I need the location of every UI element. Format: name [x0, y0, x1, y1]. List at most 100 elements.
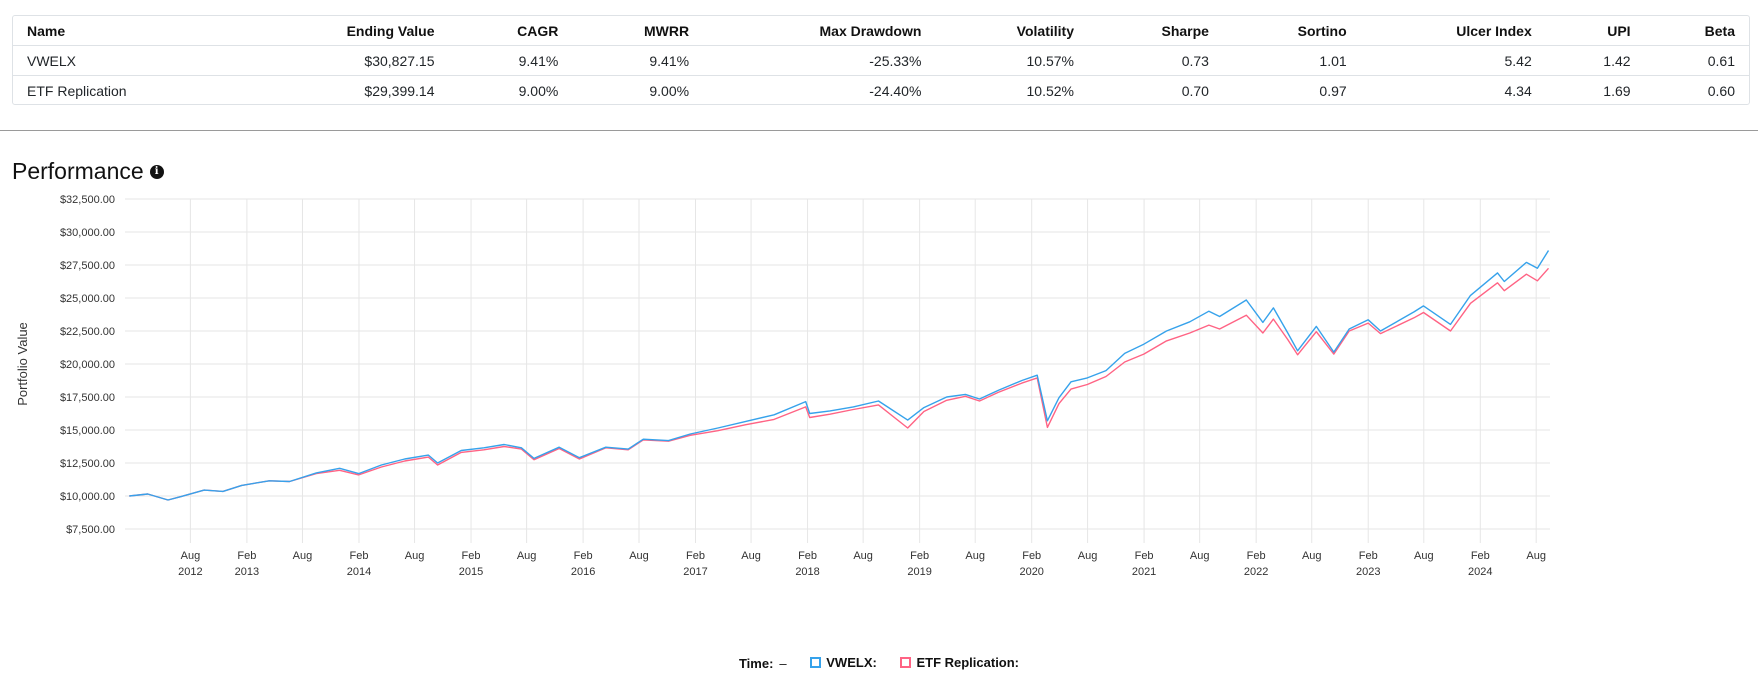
y-tick-label: $22,500.00 [60, 326, 115, 338]
col-header-name[interactable]: Name [13, 16, 242, 46]
x-tick-label: Feb [798, 550, 817, 562]
stats-header-row: Name Ending Value CAGR MWRR Max Drawdown… [13, 16, 1749, 46]
performance-chart[interactable]: $7,500.00 $10,000.00 $12,500.00 $15,000.00 $… [0, 195, 1758, 650]
x-tick-year-label: 2020 [1019, 566, 1043, 578]
cell-upi: 1.42 [1545, 45, 1645, 76]
cell-beta: 0.61 [1644, 45, 1749, 76]
x-tick-label: Aug [1190, 550, 1210, 562]
cell-cagr: 9.41% [448, 45, 573, 76]
y-tick-label: $20,000.00 [60, 359, 115, 371]
x-tick-label: Aug [1414, 550, 1434, 562]
x-tick-year-label: 2019 [907, 566, 931, 578]
cell-sharpe: 0.70 [1181, 82, 1209, 99]
cell-ulcer-index: 5.42 [1360, 45, 1546, 76]
x-tick-label: Feb [1471, 550, 1490, 562]
legend-swatch-etf-replication [900, 657, 912, 668]
x-tick-label: Aug [741, 550, 761, 562]
col-header-max-drawdown[interactable]: Max Drawdown [703, 16, 936, 46]
x-tick-year-label: 2022 [1244, 566, 1268, 578]
x-tick-year-label: 2014 [347, 566, 371, 578]
col-header-ending-value[interactable]: Ending Value [241, 16, 449, 46]
x-tick-year-label: 2018 [795, 566, 819, 578]
x-tick-label: Aug [405, 550, 425, 562]
info-circle-icon[interactable]: i [149, 164, 164, 179]
cell-mwrr: 9.41% [572, 45, 704, 76]
performance-heading: Performance i [12, 158, 164, 185]
cell-ending-value: $29,399.14 [364, 82, 435, 99]
table-row: VWELX $30,827.15 9.41% 9.41% -25.33% 10.… [13, 45, 1749, 76]
x-tick-year-label: 2017 [683, 566, 707, 578]
x-tick-year-label: 2024 [1468, 566, 1492, 578]
cell-max-drawdown: -25.33% [703, 45, 936, 76]
col-header-beta[interactable]: Beta [1644, 16, 1749, 46]
x-tick-label: Feb [1135, 550, 1154, 562]
col-header-cagr[interactable]: CAGR [448, 16, 573, 46]
cell-name: VWELX [13, 45, 242, 76]
legend-time-value: – [779, 656, 787, 671]
x-tick-year-label: 2012 [178, 566, 202, 578]
x-tick-label: Feb [237, 550, 256, 562]
cell-sortino: 1.01 [1222, 45, 1361, 76]
cell-volatility: 10.52% [1026, 82, 1074, 99]
x-tick-label: Aug [853, 550, 873, 562]
x-tick-year-label: 2023 [1356, 566, 1380, 578]
y-tick-label: $17,500.00 [60, 392, 115, 404]
cell-upi: 1.69 [1603, 82, 1631, 99]
col-header-sortino[interactable]: Sortino [1222, 16, 1361, 46]
x-tick-label: Feb [910, 550, 929, 562]
x-tick-label: Feb [686, 550, 705, 562]
legend-time-label: Time: [738, 656, 774, 671]
x-tick-label: Aug [517, 550, 537, 562]
x-tick-year-label: 2016 [571, 566, 595, 578]
col-header-sharpe[interactable]: Sharpe [1087, 16, 1223, 46]
x-tick-label: Aug [1526, 550, 1546, 562]
cell-beta: 0.60 [1707, 82, 1735, 99]
cell-ulcer-index: 4.34 [1504, 82, 1532, 99]
cell-sharpe: 0.73 [1087, 45, 1223, 76]
y-axis-title: Portfolio Value [15, 322, 30, 406]
legend-item-etf-replication[interactable]: ETF Replication: [900, 655, 1019, 670]
x-tick-year-label: 2021 [1132, 566, 1156, 578]
x-tick-label: Feb [1022, 550, 1041, 562]
y-tick-label: $25,000.00 [60, 293, 115, 305]
section-divider [0, 130, 1758, 131]
y-tick-label: $30,000.00 [60, 227, 115, 239]
cell-volatility: 10.57% [935, 45, 1088, 76]
col-header-volatility[interactable]: Volatility [935, 16, 1088, 46]
x-tick-label: Aug [1078, 550, 1098, 562]
y-tick-label: $12,500.00 [60, 458, 115, 470]
chart-legend: Time: – VWELX: ETF Replication: [0, 655, 1758, 671]
y-tick-label: $15,000.00 [60, 425, 115, 437]
x-tick-label: Aug [629, 550, 649, 562]
x-tick-label: Feb [462, 550, 481, 562]
cell-max-drawdown: -24.40% [869, 82, 922, 99]
stats-table-card: Name Ending Value CAGR MWRR Max Drawdown… [12, 15, 1750, 105]
x-tick-label: Feb [574, 550, 593, 562]
x-tick-label: Aug [965, 550, 985, 562]
y-tick-label: $32,500.00 [60, 195, 115, 206]
series-line-etf-replication [129, 267, 1550, 501]
x-tick-label: Feb [1247, 550, 1266, 562]
x-tick-year-label: 2013 [235, 566, 259, 578]
y-tick-label: $7,500.00 [66, 524, 115, 536]
cell-mwrr: 9.00% [649, 82, 690, 99]
legend-label-etf-replication: ETF Replication: [916, 655, 1020, 670]
performance-title: Performance [12, 158, 144, 184]
x-tick-label: Feb [349, 550, 368, 562]
cell-cagr: 9.00% [518, 82, 559, 99]
col-header-ulcer-index[interactable]: Ulcer Index [1360, 16, 1546, 46]
col-header-upi[interactable]: UPI [1545, 16, 1645, 46]
series-line-vwelx [129, 250, 1550, 501]
legend-swatch-vwelx [810, 657, 822, 668]
col-header-mwrr[interactable]: MWRR [572, 16, 704, 46]
table-row: ETF Replication $29,399.14 9.00% 9.00% -… [13, 76, 1749, 106]
x-tick-label: Aug [293, 550, 313, 562]
x-tick-label: Aug [181, 550, 201, 562]
x-tick-label: Feb [1359, 550, 1378, 562]
cell-sortino: 0.97 [1319, 82, 1347, 99]
legend-item-vwelx[interactable]: VWELX: [810, 655, 877, 670]
stats-table: Name Ending Value CAGR MWRR Max Drawdown… [13, 16, 1749, 105]
y-tick-label: $27,500.00 [60, 260, 115, 272]
y-tick-label: $10,000.00 [60, 491, 115, 503]
cell-name: ETF Replication [27, 82, 127, 99]
